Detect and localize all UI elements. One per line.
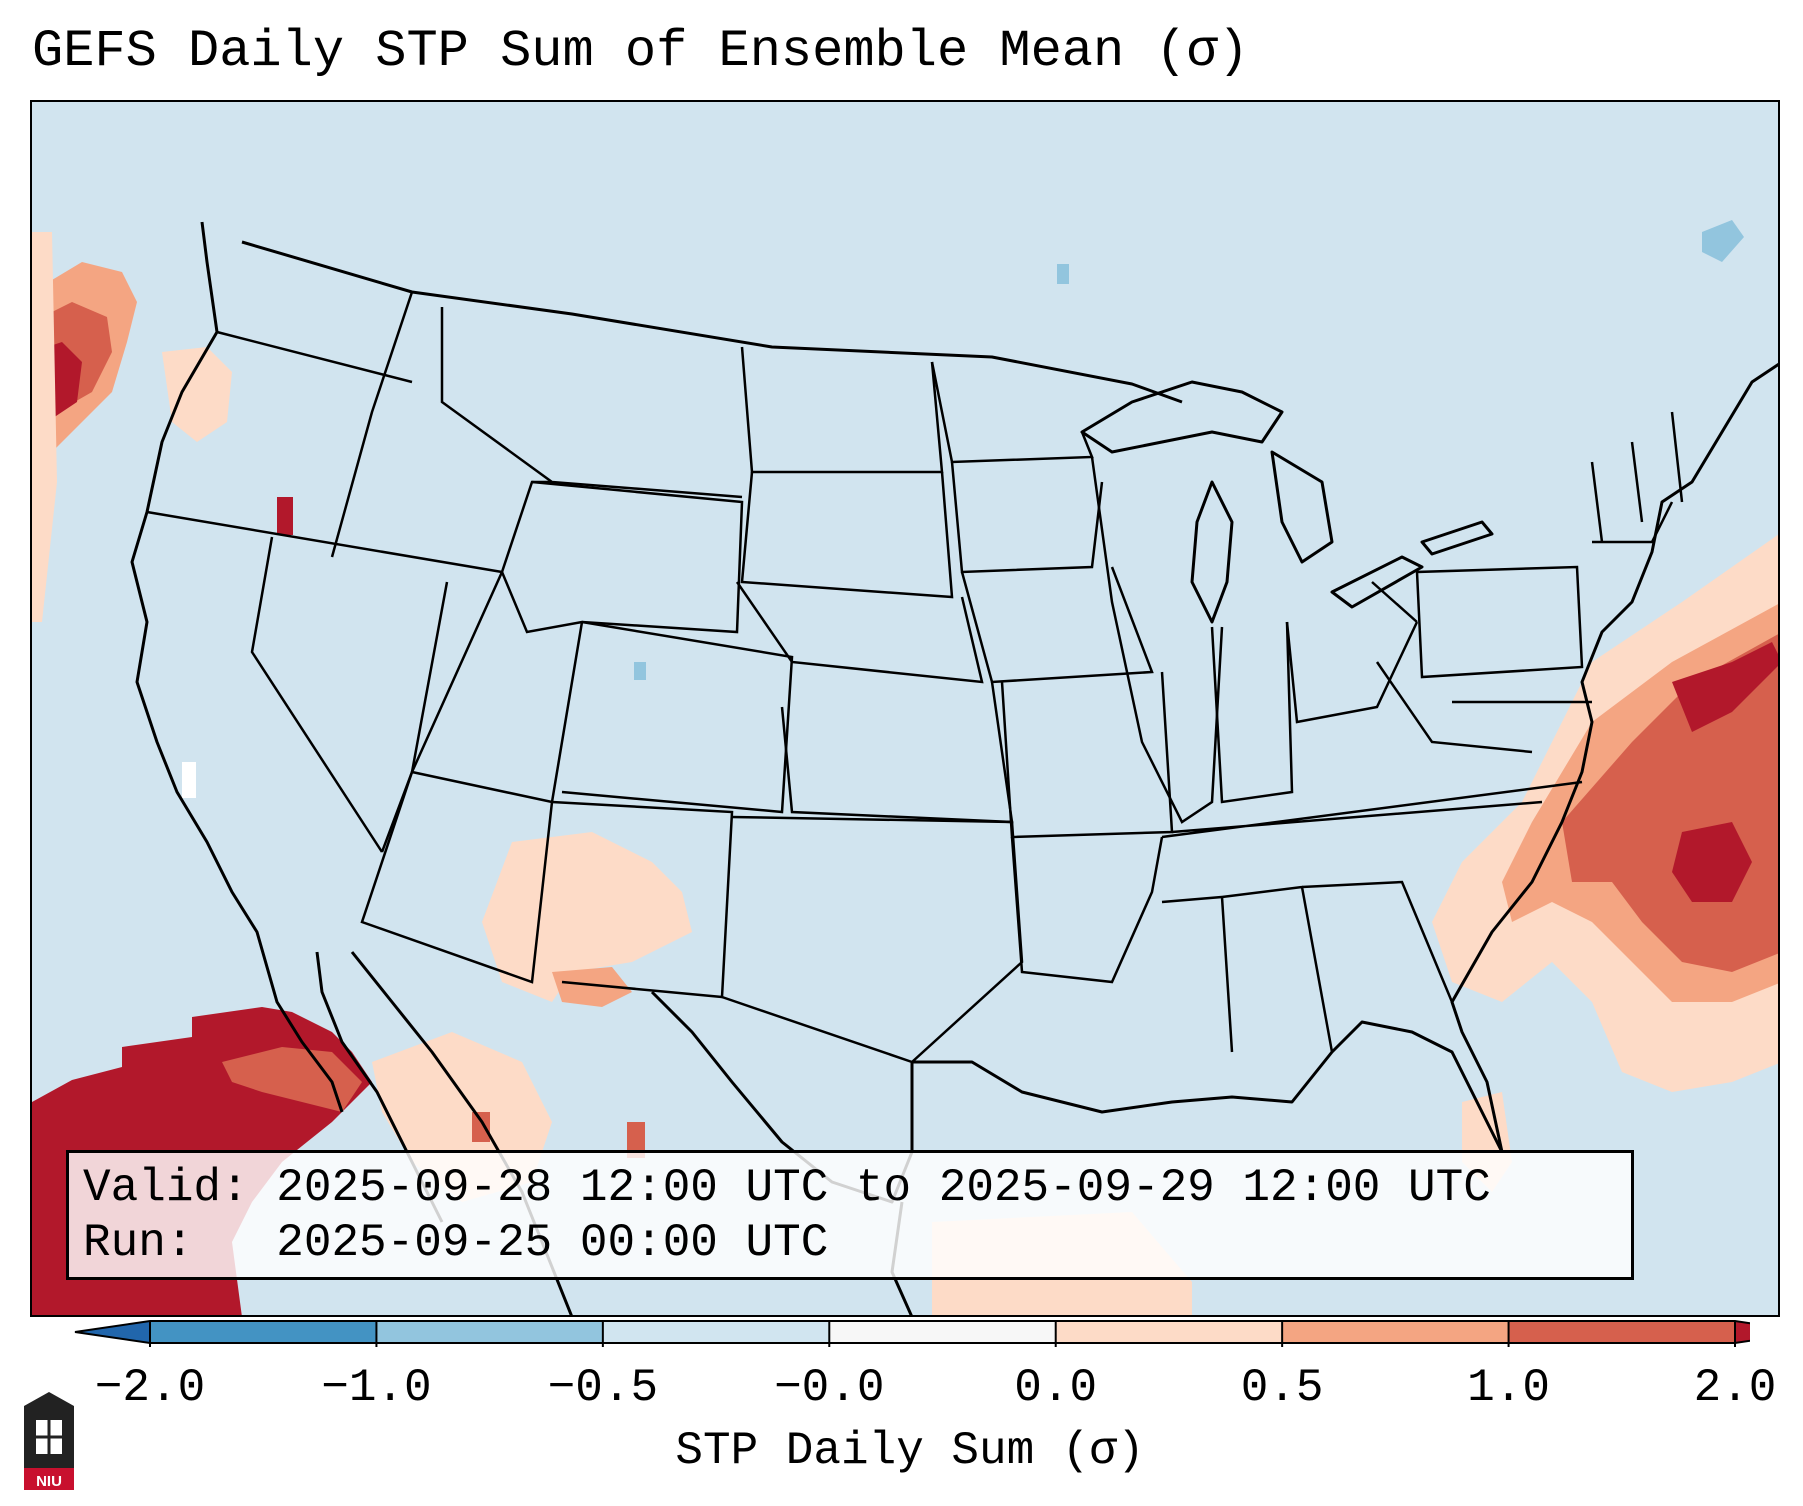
colorbar-tick-label: 2.0 (1693, 1362, 1777, 1414)
valid-time-text: Valid: 2025-09-28 12:00 UTC to 2025-09-2… (83, 1162, 1491, 1214)
state-line-24 (1371, 565, 1584, 679)
anomaly-region-atlantic-max (1672, 642, 1778, 732)
state-line-15 (950, 461, 1104, 574)
colorbar-tick-label: −0.5 (547, 1362, 659, 1414)
state-line-11 (735, 581, 984, 684)
valid-run-info-box: Valid: 2025-09-28 12:00 UTC to 2025-09-2… (66, 1150, 1634, 1280)
colorbar-bins (75, 1321, 1750, 1343)
state-boundaries (146, 291, 1684, 1064)
logo-text: NIU (36, 1473, 62, 1490)
lake-huron (1270, 450, 1334, 564)
state-line-18 (1010, 836, 1164, 984)
anomaly-pixel-colorado-negative (634, 662, 646, 680)
colorbar-tick-label: 0.0 (1014, 1362, 1098, 1414)
map-title: GEFS Daily STP Sum of Ensemble Mean (σ) (32, 22, 1249, 81)
state-line-21 (1285, 621, 1419, 724)
state-line-17 (1000, 671, 1174, 839)
lake-ontario (1420, 520, 1494, 556)
coastline-gulf (912, 1020, 1504, 1153)
colorbar-bin (602, 1321, 830, 1343)
state-line-13 (721, 815, 1024, 1064)
colorbar-extend-high (1735, 1321, 1750, 1343)
state-line-22 (1161, 780, 1583, 839)
map-panel[interactable] (30, 100, 1780, 1317)
colorbar-bin (1508, 1321, 1736, 1343)
colorbar-bin (150, 1321, 377, 1343)
anomaly-pixel-mexico-2 (627, 1122, 645, 1158)
state-line-6 (561, 620, 794, 814)
anomaly-pixel-canada-negative (1057, 264, 1069, 284)
colorbar-extend-low (75, 1321, 150, 1343)
state-line-23 (1161, 880, 1454, 1053)
colorbar-label: STP Daily Sum (σ) (675, 1425, 1145, 1477)
state-line-10 (740, 471, 954, 599)
colorbar-bin (1282, 1321, 1510, 1343)
colorbar-bin (376, 1321, 604, 1343)
colorbar-outline (74, 1320, 1750, 1344)
lake-superior (1080, 380, 1284, 454)
lake-erie (1330, 555, 1424, 609)
colorbar-bin (1055, 1321, 1283, 1343)
state-line-9 (740, 346, 944, 474)
state-line-1 (146, 330, 503, 853)
colorbar-tick-label: −2.0 (94, 1362, 206, 1414)
anomaly-region-oregon-coast (162, 347, 232, 442)
niu-logo: NIU (24, 1392, 74, 1490)
anomaly-region-quebec-negative (1702, 220, 1744, 262)
coastline-pacific (130, 221, 344, 1113)
state-line-14 (930, 361, 1094, 464)
anomaly-region-atlantic-max-2 (1672, 822, 1752, 902)
colorbar-tick-label: 1.0 (1467, 1362, 1550, 1414)
state-line-25 (1375, 661, 1592, 754)
lake-michigan (1190, 480, 1234, 624)
state-line-19 (1090, 456, 1224, 824)
colorbar-tick-label: 0.5 (1240, 1362, 1324, 1414)
state-line-16 (960, 566, 1154, 684)
anomaly-pixel-mexico-1 (472, 1112, 490, 1142)
anomaly-region-new-mexico-border (552, 967, 632, 1007)
state-line-12 (780, 681, 1014, 824)
colorbar (74, 1320, 1750, 1347)
colorbar-tick-label: −0.0 (774, 1362, 885, 1414)
anomaly-pixel-oregon (277, 497, 293, 535)
run-time-text: Run: 2025-09-25 00:00 UTC (83, 1217, 829, 1269)
state-line-5 (410, 581, 584, 804)
map-canvas (32, 220, 1778, 1315)
colorbar-bin (829, 1321, 1057, 1343)
logo-roof (24, 1392, 74, 1406)
logo-band (24, 1468, 74, 1490)
anomaly-region-coastal-fringe (32, 232, 57, 622)
state-line-20 (1210, 621, 1294, 804)
state-line-7 (360, 771, 554, 984)
state-line-2 (330, 291, 743, 558)
anomaly-pixel-california-white (182, 762, 196, 798)
state-line-4 (500, 480, 744, 634)
state-line-8 (551, 800, 734, 999)
anomaly-region-pacific-southwest-edge (222, 1047, 362, 1112)
state-line-26 (1590, 411, 1684, 544)
colorbar-tick-label: −1.0 (321, 1362, 432, 1414)
